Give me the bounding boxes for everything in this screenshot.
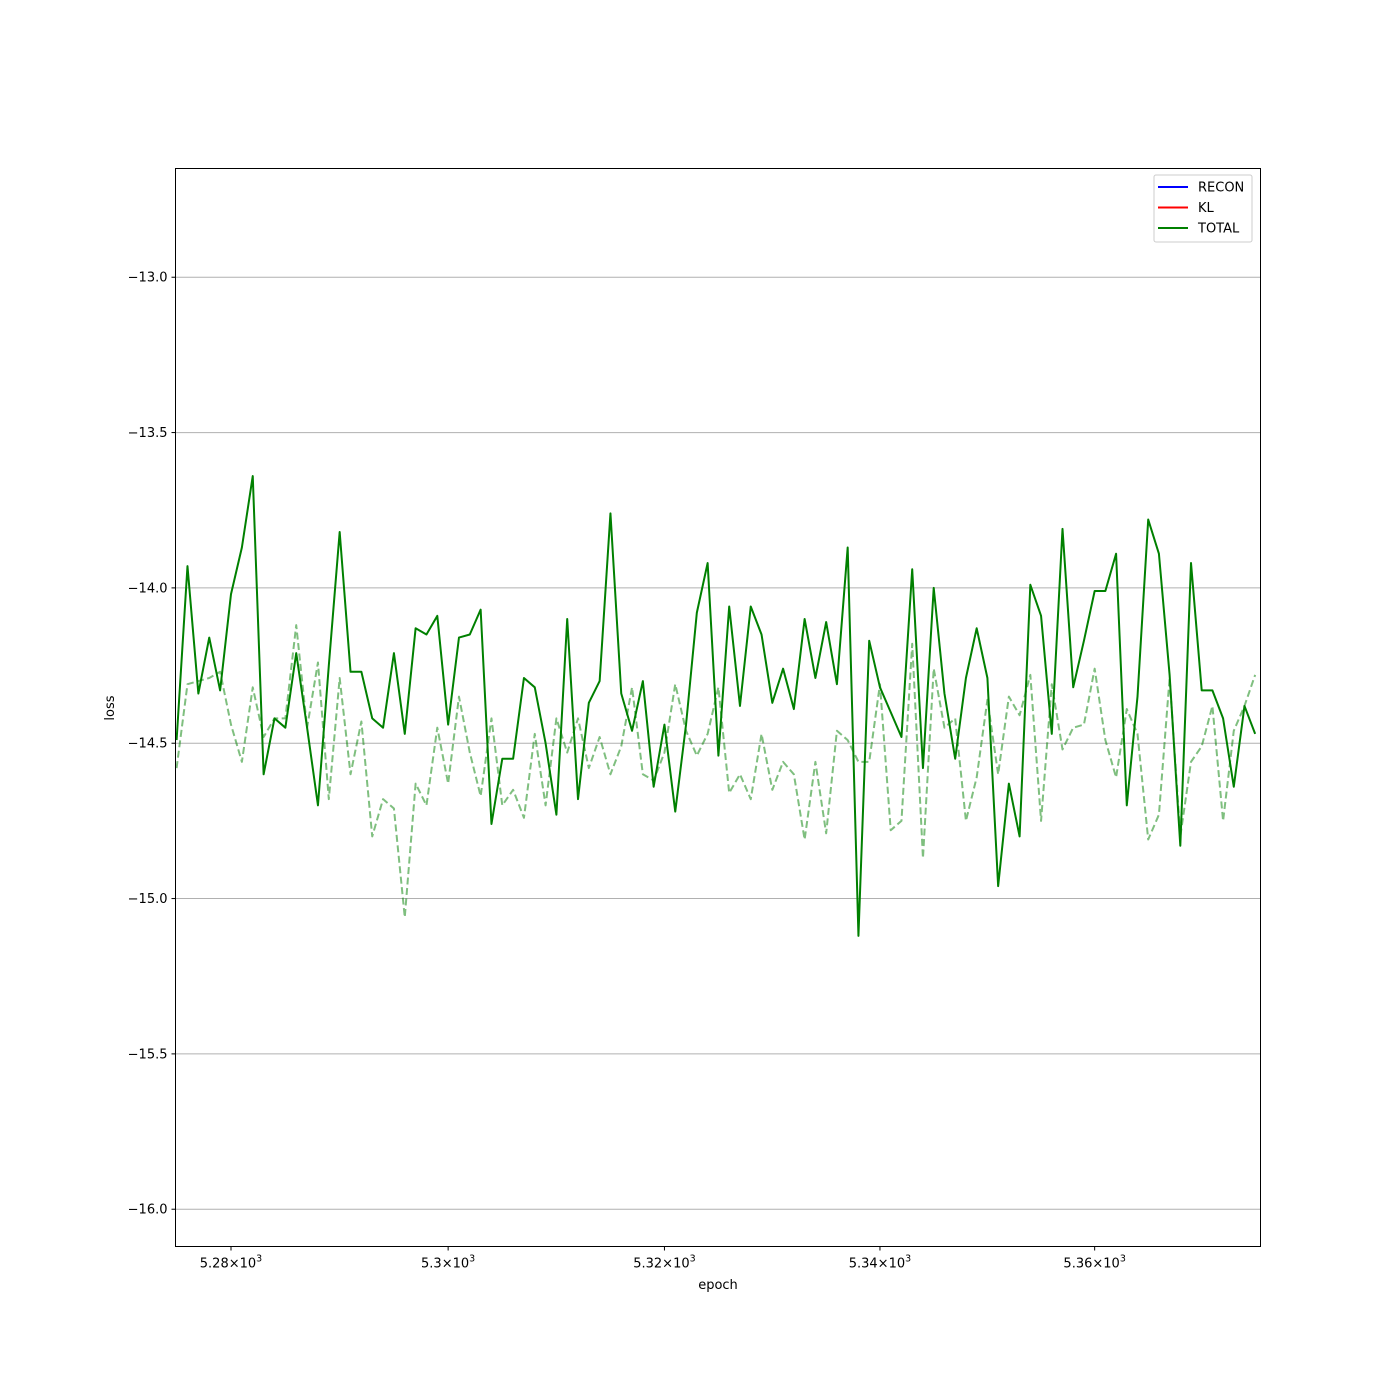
y-tick-label: −15.5 xyxy=(128,1047,168,1062)
series-line-total-dashed xyxy=(175,624,1257,919)
y-tick-label: −13.5 xyxy=(128,426,168,441)
legend: RECON KL TOTAL xyxy=(1153,174,1253,243)
legend-label-recon: RECON xyxy=(1198,181,1244,196)
legend-box xyxy=(1153,174,1253,243)
x-tick-label: 5.3×103 xyxy=(421,1254,475,1272)
x-tick-label: 5.32×103 xyxy=(633,1254,695,1272)
y-tick-label: −14.5 xyxy=(128,737,168,752)
x-tick-label: 5.36×103 xyxy=(1063,1254,1125,1272)
x-axis-label: epoch xyxy=(698,1278,738,1293)
y-axis-label: loss xyxy=(103,695,118,720)
y-tick-label: −15.0 xyxy=(128,892,168,907)
y-axis-ticks: −13.0 −13.5 −14.0 −14.5 −15.0 −15.5 −16.0 xyxy=(128,271,176,1218)
legend-label-total: TOTAL xyxy=(1197,222,1240,237)
series-line-total xyxy=(175,475,1257,937)
y-tick-label: −14.0 xyxy=(128,581,168,596)
legend-label-kl: KL xyxy=(1198,201,1215,216)
plot-frame xyxy=(175,168,1261,1247)
y-tick-label: −16.0 xyxy=(128,1203,168,1218)
x-axis-ticks: 5.28×103 5.3×103 5.32×103 5.34×103 5.36×103 xyxy=(200,1246,1126,1272)
x-tick-label: 5.28×103 xyxy=(200,1254,262,1272)
series-layer xyxy=(175,475,1257,937)
x-tick-label: 5.34×103 xyxy=(849,1254,911,1272)
y-tick-label: −13.0 xyxy=(128,271,168,286)
